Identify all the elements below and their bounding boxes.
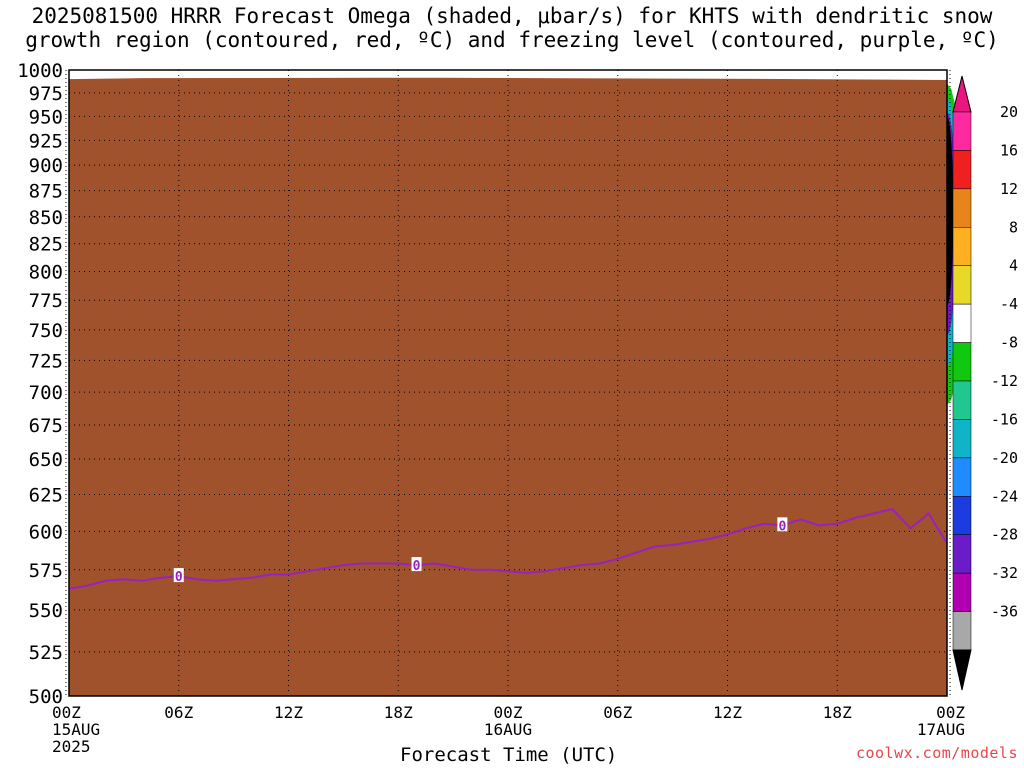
y-tick-label: 800 — [29, 262, 63, 284]
x-tick-label: 06Z — [164, 703, 193, 722]
colorbar-tick-label: -20 — [991, 449, 1018, 467]
freezing-level-line — [68, 507, 948, 590]
colorbar-tick-label: -12 — [991, 372, 1018, 390]
y-tick-label: 975 — [29, 83, 63, 105]
colorbar-tick-label: 20 — [1000, 103, 1018, 121]
freezing-level-label: 0 — [413, 559, 421, 574]
x-tick-date-label: 16AUG — [484, 720, 532, 739]
chart-title-line-2: growth region (contoured, red, ºC) and f… — [25, 28, 999, 52]
y-tick-label: 925 — [29, 130, 63, 152]
x-axis-title: Forecast Time (UTC) — [400, 744, 618, 766]
y-tick-label: 900 — [29, 155, 63, 177]
y-tick-label: 500 — [29, 686, 63, 708]
chart-title: 2025081500 HRRR Forecast Omega (shaded, … — [0, 4, 1024, 52]
colorbar-tick-label: -32 — [991, 564, 1018, 582]
y-tick-label: 550 — [29, 600, 63, 622]
freezing-label-bg — [173, 568, 184, 583]
colorbar-swatch — [952, 227, 972, 266]
y-tick-label: 1000 — [17, 60, 63, 82]
x-tick-label: 12Z — [274, 703, 303, 722]
x-tick-label: 12Z — [713, 703, 742, 722]
y-axis: 500 525 550 575 600 625 650 675 700 725 750 775 800 8… — [17, 60, 63, 708]
freezing-label-bg — [411, 557, 422, 572]
colorbar-tick-label: -24 — [991, 487, 1018, 505]
colorbar-tick-label: -28 — [991, 526, 1018, 544]
colorbar-swatch — [952, 342, 972, 382]
x-tick-year-label: 2025 — [52, 737, 91, 756]
x-tick-label: 00Z — [494, 703, 523, 722]
x-tick-date-label: 15AUG — [52, 720, 100, 739]
colorbar-tick-label: 16 — [1000, 141, 1018, 159]
colorbar-tick-label: -16 — [991, 410, 1018, 428]
freezing-level-contour: 0 0 0 — [68, 507, 948, 590]
colorbar-swatch — [952, 303, 972, 343]
colorbar-high-arrow — [952, 75, 972, 113]
y-tick-label: 825 — [29, 234, 63, 256]
y-tick-label: 650 — [29, 449, 63, 471]
colorbar: 20 16 12 8 4 -4 -8 -12 -16 -20 -24 -28 -32 -36 — [952, 75, 1018, 691]
credit-text: coolwx.com/models — [855, 744, 1018, 762]
colorbar-swatch — [952, 111, 972, 151]
x-tick-label: 18Z — [823, 703, 852, 722]
y-tick-label: 875 — [29, 181, 63, 203]
colorbar-swatch — [952, 150, 972, 190]
plot-border — [68, 69, 948, 697]
colorbar-tick-label: -4 — [1000, 295, 1018, 313]
y-tick-label: 775 — [29, 290, 63, 312]
terrain-fill — [69, 77, 947, 696]
colorbar-tick-label: -36 — [991, 603, 1018, 621]
y-tick-label: 725 — [29, 350, 63, 372]
colorbar-low-arrow — [952, 649, 972, 691]
colorbar-swatch — [952, 496, 972, 535]
colorbar-swatch — [952, 380, 972, 420]
freezing-level-label: 0 — [778, 519, 786, 534]
omega-shading-layer — [69, 77, 964, 696]
colorbar-tick-label: 4 — [1009, 257, 1018, 275]
plot-frame — [65, 69, 951, 697]
colorbar-swatch — [952, 188, 972, 228]
colorbar-swatch — [952, 457, 972, 497]
x-tick-label: 00Z — [936, 703, 965, 722]
colorbar-swatch — [952, 265, 972, 305]
freezing-level-label: 0 — [175, 570, 183, 585]
y-tick-label: 600 — [29, 521, 63, 543]
colorbar-swatch — [952, 419, 972, 459]
y-tick-label: 575 — [29, 560, 63, 582]
colorbar-swatch — [952, 572, 972, 612]
colorbar-tick-label: 8 — [1009, 218, 1018, 236]
colorbar-tick-label: 12 — [1000, 180, 1018, 198]
y-tick-label: 750 — [29, 320, 63, 342]
colorbar-swatch — [952, 611, 972, 651]
x-tick-date-label: 17AUG — [917, 720, 965, 739]
y-tick-label: 700 — [29, 382, 63, 404]
y-tick-label: 625 — [29, 484, 63, 506]
chart-title-line-1: 2025081500 HRRR Forecast Omega (shaded, … — [31, 4, 993, 28]
y-tick-label: 950 — [29, 106, 63, 128]
colorbar-swatch — [952, 534, 972, 574]
x-tick-label: 00Z — [52, 703, 81, 722]
y-tick-label: 850 — [29, 207, 63, 229]
y-tick-label: 675 — [29, 415, 63, 437]
colorbar-tick-label: -8 — [1000, 334, 1018, 352]
x-tick-label: 06Z — [603, 703, 632, 722]
freezing-label-bg — [777, 517, 788, 532]
x-tick-label: 18Z — [384, 703, 413, 722]
y-tick-label: 525 — [29, 642, 63, 664]
